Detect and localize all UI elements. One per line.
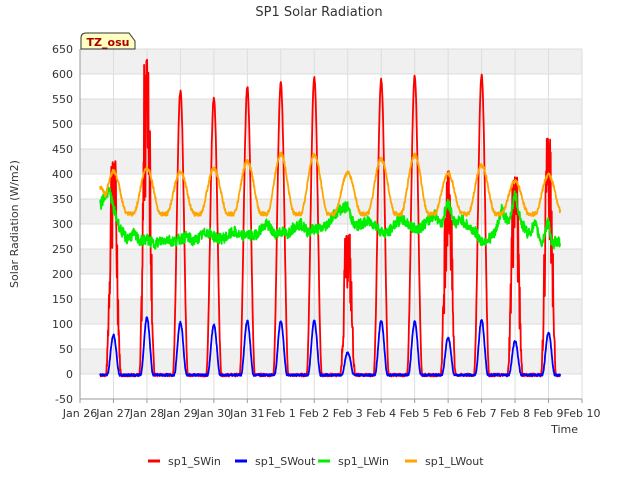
x-tick-label: Feb 6 [433, 407, 463, 420]
plot-band [80, 99, 582, 124]
series-line-sp1_LWout [99, 151, 562, 217]
series-line-sp1_SWout [99, 316, 562, 377]
y-tick-label: 650 [52, 43, 73, 56]
x-tick-label: Feb 2 [299, 407, 329, 420]
series-line-sp1_LWin [99, 186, 562, 250]
axes [79, 49, 582, 400]
x-tick-label: Feb 10 [564, 407, 601, 420]
y-axis-ticks: -50 0 50 100 150 200 250 300 350 400 450 500 550 600 6… [52, 43, 73, 406]
x-tick-label: Jan 26 [62, 407, 97, 420]
x-tick-label: Jan 31 [229, 407, 264, 420]
legend: sp1_SWin sp1_SWout sp1_LWin sp1_LWout [148, 455, 484, 468]
y-tick-label: 450 [52, 143, 73, 156]
plot-band [80, 149, 582, 174]
x-tick-label: Feb 9 [534, 407, 564, 420]
y-axis-label: Solar Radiation (W/m2) [8, 160, 21, 288]
legend-label-sp1_SWout: sp1_SWout [255, 455, 316, 468]
y-tick-label: 500 [52, 118, 73, 131]
y-tick-label: 600 [52, 68, 73, 81]
x-tick-label: Feb 8 [500, 407, 530, 420]
legend-label-sp1_LWout: sp1_LWout [425, 455, 484, 468]
x-tick-label: Feb 3 [333, 407, 363, 420]
y-tick-label: 250 [52, 243, 73, 256]
y-tick-label: 50 [59, 343, 73, 356]
plot-band [80, 249, 582, 274]
x-tick-label: Jan 27 [95, 407, 130, 420]
x-tick-label: Jan 28 [129, 407, 164, 420]
y-tick-label: 150 [52, 293, 73, 306]
x-tick-label: Feb 4 [366, 407, 396, 420]
x-axis-label: Time [550, 423, 578, 436]
x-tick-label: Jan 30 [196, 407, 231, 420]
y-tick-label: 200 [52, 268, 73, 281]
x-axis-ticks: Jan 26 Jan 27 Jan 28 Jan 29 Jan 30 Jan 31 Feb … [62, 399, 601, 420]
plot-band [80, 299, 582, 324]
plot-band [80, 49, 582, 74]
x-tick-label: Feb 7 [467, 407, 497, 420]
tz-annotation: TZ_osu [80, 32, 136, 50]
chart-title: SP1 Solar Radiation [255, 5, 382, 20]
x-tick-label: Jan 29 [162, 407, 197, 420]
legend-label-sp1_LWin: sp1_LWin [338, 455, 389, 468]
y-tick-label: 400 [52, 168, 73, 181]
y-tick-label: -50 [55, 393, 73, 406]
x-tick-label: Feb 1 [266, 407, 296, 420]
plot-band [80, 349, 582, 374]
legend-label-sp1_SWin: sp1_SWin [168, 455, 221, 468]
y-tick-label: 350 [52, 193, 73, 206]
x-tick-label: Feb 5 [400, 407, 430, 420]
y-tick-label: 100 [52, 318, 73, 331]
series-layer [99, 58, 562, 378]
y-tick-label: 300 [52, 218, 73, 231]
y-tick-label: 550 [52, 93, 73, 106]
y-tick-label: 0 [66, 368, 73, 381]
tz-annotation-label: TZ_osu [87, 36, 130, 49]
